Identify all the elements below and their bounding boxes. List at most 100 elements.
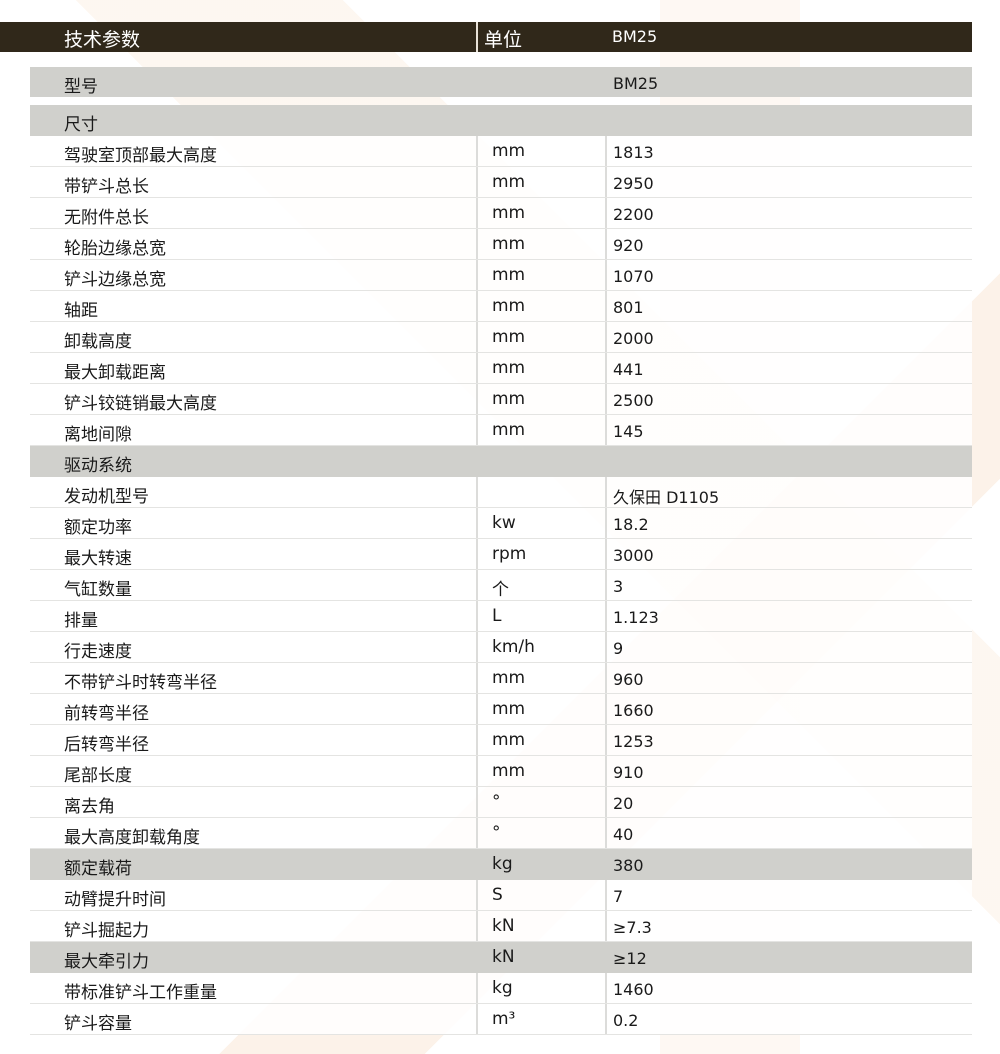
unit-cell: S bbox=[492, 885, 503, 905]
value-cell: 801 bbox=[613, 298, 644, 317]
column-divider bbox=[605, 787, 607, 817]
value-cell: 2950 bbox=[613, 174, 654, 193]
column-divider bbox=[605, 477, 607, 507]
column-divider bbox=[605, 539, 607, 569]
table-row: 轮胎边缘总宽 mm 920 bbox=[30, 229, 972, 260]
column-divider bbox=[605, 1004, 607, 1034]
section-header: 尺寸 bbox=[30, 105, 972, 136]
param-label: 后转弯半径 bbox=[64, 735, 149, 755]
column-divider bbox=[605, 756, 607, 786]
table-row: 带铲斗总长 mm 2950 bbox=[30, 167, 972, 198]
column-divider bbox=[476, 1004, 478, 1034]
column-divider bbox=[476, 880, 478, 910]
table-row: 额定功率 kw 18.2 bbox=[30, 508, 972, 539]
column-divider bbox=[605, 911, 607, 941]
unit-cell: mm bbox=[492, 141, 526, 161]
value-cell: 145 bbox=[613, 422, 644, 441]
value-cell: 441 bbox=[613, 360, 644, 379]
column-divider bbox=[605, 663, 607, 693]
column-divider bbox=[605, 260, 607, 290]
column-divider bbox=[605, 229, 607, 259]
column-divider bbox=[605, 601, 607, 631]
unit-cell: rpm bbox=[492, 544, 527, 564]
param-label: 不带铲斗时转弯半径 bbox=[64, 673, 217, 693]
param-label: 最大卸载距离 bbox=[64, 363, 166, 383]
value-cell: 910 bbox=[613, 763, 644, 782]
param-label: 尾部长度 bbox=[64, 766, 132, 786]
param-label: 额定载荷 bbox=[64, 859, 132, 879]
column-divider bbox=[605, 353, 607, 383]
table-row: 铲斗容量 m³ 0.2 bbox=[30, 1004, 972, 1035]
table-row: 最大转速 rpm 3000 bbox=[30, 539, 972, 570]
value-cell: 960 bbox=[613, 670, 644, 689]
column-divider bbox=[605, 198, 607, 228]
param-label: 轴距 bbox=[64, 301, 98, 321]
table-row: 不带铲斗时转弯半径 mm 960 bbox=[30, 663, 972, 694]
unit-cell: km/h bbox=[492, 637, 535, 657]
header-model: BM25 bbox=[612, 27, 658, 46]
param-label: 额定功率 bbox=[64, 518, 132, 538]
column-divider bbox=[476, 167, 478, 197]
value-cell: 380 bbox=[613, 856, 644, 875]
header-param: 技术参数 bbox=[64, 29, 141, 51]
param-label: 最大牵引力 bbox=[64, 952, 149, 972]
column-divider bbox=[476, 601, 478, 631]
column-divider bbox=[476, 353, 478, 383]
value-cell: 1660 bbox=[613, 701, 654, 720]
value-cell: 0.2 bbox=[613, 1011, 639, 1030]
column-divider bbox=[605, 167, 607, 197]
param-label: 气缸数量 bbox=[64, 580, 132, 600]
param-label: 铲斗铰链销最大高度 bbox=[64, 394, 217, 414]
column-divider bbox=[476, 229, 478, 259]
column-divider bbox=[605, 818, 607, 848]
value-cell: 1253 bbox=[613, 732, 654, 751]
value-cell: 7 bbox=[613, 887, 624, 906]
unit-cell: m³ bbox=[492, 1009, 516, 1029]
unit-cell: mm bbox=[492, 668, 526, 688]
table-row: 尾部长度 mm 910 bbox=[30, 756, 972, 787]
unit-cell: ° bbox=[492, 792, 501, 812]
value-cell: 3000 bbox=[613, 546, 654, 565]
unit-cell: mm bbox=[492, 327, 526, 347]
column-divider bbox=[476, 973, 478, 1003]
column-divider bbox=[476, 756, 478, 786]
column-divider bbox=[476, 477, 478, 507]
column-divider bbox=[476, 198, 478, 228]
table-row: 气缸数量 个 3 bbox=[30, 570, 972, 601]
value-cell: 18.2 bbox=[613, 515, 649, 534]
value-cell: 2000 bbox=[613, 329, 654, 348]
table-row: 轴距 mm 801 bbox=[30, 291, 972, 322]
column-divider bbox=[476, 570, 478, 600]
param-label: 发动机型号 bbox=[64, 487, 149, 507]
column-divider bbox=[605, 880, 607, 910]
table-header: 技术参数 单位 BM25 bbox=[0, 22, 972, 52]
table-row: 动臂提升时间 S 7 bbox=[30, 880, 972, 911]
unit-cell: kw bbox=[492, 513, 516, 533]
unit-cell: kN bbox=[492, 947, 515, 967]
column-divider bbox=[605, 384, 607, 414]
unit-cell: kg bbox=[492, 854, 513, 874]
column-divider bbox=[476, 508, 478, 538]
header-unit: 单位 bbox=[484, 29, 523, 51]
table-row: 铲斗铰链销最大高度 mm 2500 bbox=[30, 384, 972, 415]
column-divider bbox=[605, 322, 607, 352]
table-row: 行走速度 km/h 9 bbox=[30, 632, 972, 663]
value-cell: 40 bbox=[613, 825, 634, 844]
unit-cell: mm bbox=[492, 265, 526, 285]
column-divider bbox=[476, 291, 478, 321]
table-row: 前转弯半径 mm 1660 bbox=[30, 694, 972, 725]
unit-cell: mm bbox=[492, 234, 526, 254]
unit-cell: mm bbox=[492, 699, 526, 719]
unit-cell: L bbox=[492, 606, 502, 626]
unit-cell: mm bbox=[492, 172, 526, 192]
column-divider bbox=[476, 415, 478, 445]
param-label: 铲斗掘起力 bbox=[64, 921, 149, 941]
value-cell: ≥7.3 bbox=[613, 918, 652, 937]
param-label: 驱动系统 bbox=[64, 456, 132, 476]
column-divider bbox=[476, 136, 478, 166]
column-divider bbox=[605, 570, 607, 600]
param-label: 前转弯半径 bbox=[64, 704, 149, 724]
table-row: 后转弯半径 mm 1253 bbox=[30, 725, 972, 756]
unit-cell: mm bbox=[492, 203, 526, 223]
column-divider bbox=[605, 632, 607, 662]
